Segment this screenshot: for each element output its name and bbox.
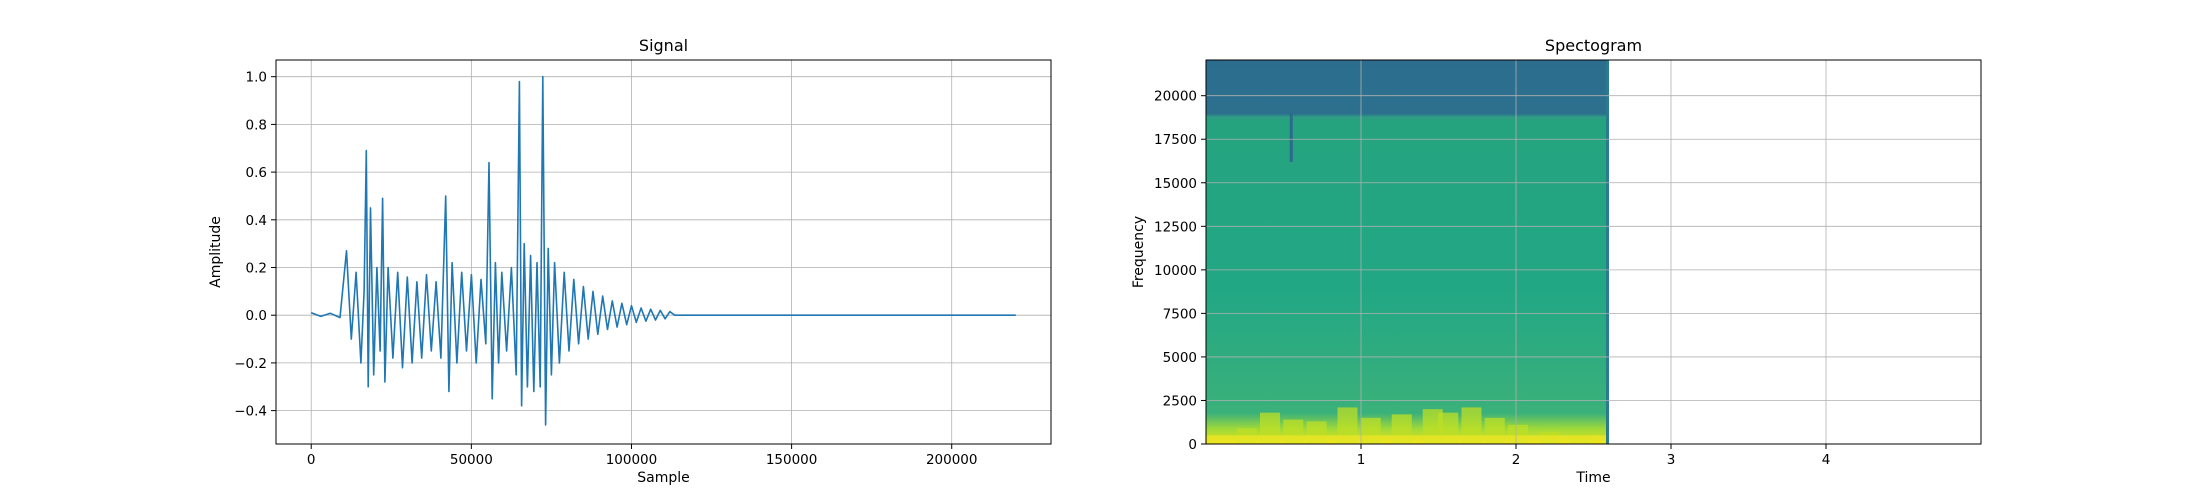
signal-y-tick-label: 0.6 <box>246 165 267 181</box>
spectrogram-edge-column <box>1606 60 1609 444</box>
spectrogram-y-label: Frequency <box>1131 216 1147 288</box>
signal-x-tick-label: 50000 <box>450 452 493 468</box>
spectrogram-y-tick-label: 5000 <box>1163 350 1197 366</box>
signal-axes-frame <box>275 59 1052 445</box>
spectrogram-y-tick-label: 17500 <box>1154 132 1197 148</box>
spectrogram-y-tick-label: 20000 <box>1154 89 1197 105</box>
signal-y-tick-label: 0.2 <box>246 261 267 277</box>
signal-y-tick-label: 0.4 <box>246 213 267 229</box>
spectrogram-y-tick-label: 7500 <box>1163 306 1197 322</box>
signal-title: Signal <box>639 36 688 55</box>
signal-x-tick-label: 0 <box>307 452 316 468</box>
spectrogram-x-tick-label: 4 <box>1822 452 1831 468</box>
spectrogram-y-tick-label: 2500 <box>1163 393 1197 409</box>
spectrogram-image <box>1206 60 1609 444</box>
spectrogram-axes: 1 2 3 4 0 2500 5000 7500 10000 12500 15000 17500 20… <box>1131 36 1982 486</box>
signal-line-layer <box>310 75 1016 426</box>
spectrogram-y-tick-label: 15000 <box>1154 176 1197 192</box>
signal-y-tick-label: −0.2 <box>234 356 267 372</box>
spectrogram-axes-frame <box>1205 59 1982 445</box>
signal-y-tick-label: 0.0 <box>246 308 267 324</box>
spectrogram-x-tick-label: 2 <box>1512 452 1521 468</box>
spectrogram-x-tick-label: 1 <box>1357 452 1366 468</box>
spectrogram-low-band <box>1206 435 1609 444</box>
spectrogram-title: Spectogram <box>1545 36 1642 55</box>
signal-x-label: Sample <box>637 470 690 486</box>
spectrogram-y-ticks: 0 2500 5000 7500 10000 12500 15000 17500 20000 <box>1154 89 1206 453</box>
signal-y-tick-label: 1.0 <box>246 70 267 86</box>
signal-x-tick-label: 150000 <box>766 452 818 468</box>
spectrogram-band-edge <box>1206 116 1609 120</box>
spectrogram-body <box>1206 60 1609 444</box>
signal-y-label: Amplitude <box>208 216 224 288</box>
spectrogram-energy-burst <box>1461 407 1482 444</box>
spectrogram-y-tick-label: 0 <box>1188 437 1197 453</box>
signal-y-tick-label: 0.8 <box>246 117 267 133</box>
signal-x-tick-label: 200000 <box>926 452 978 468</box>
signal-series-line <box>310 75 1016 426</box>
signal-x-ticks: 0 50000 100000 150000 200000 <box>307 444 978 468</box>
spectrogram-energy-burst <box>1337 407 1358 444</box>
spectrogram-artifact <box>1289 113 1293 162</box>
spectrogram-y-tick-label: 12500 <box>1154 219 1197 235</box>
spectrogram-y-tick-label: 10000 <box>1154 263 1197 279</box>
spectrogram-x-tick-label: 3 <box>1667 452 1676 468</box>
signal-x-tick-label: 100000 <box>606 452 658 468</box>
spectrogram-x-label: Time <box>1575 470 1610 486</box>
signal-y-tick-label: −0.4 <box>234 404 267 420</box>
signal-y-ticks: −0.4 −0.2 0.0 0.2 0.4 0.6 0.8 1.0 <box>234 70 276 420</box>
spectrogram-x-ticks: 1 2 3 4 <box>1357 444 1831 468</box>
